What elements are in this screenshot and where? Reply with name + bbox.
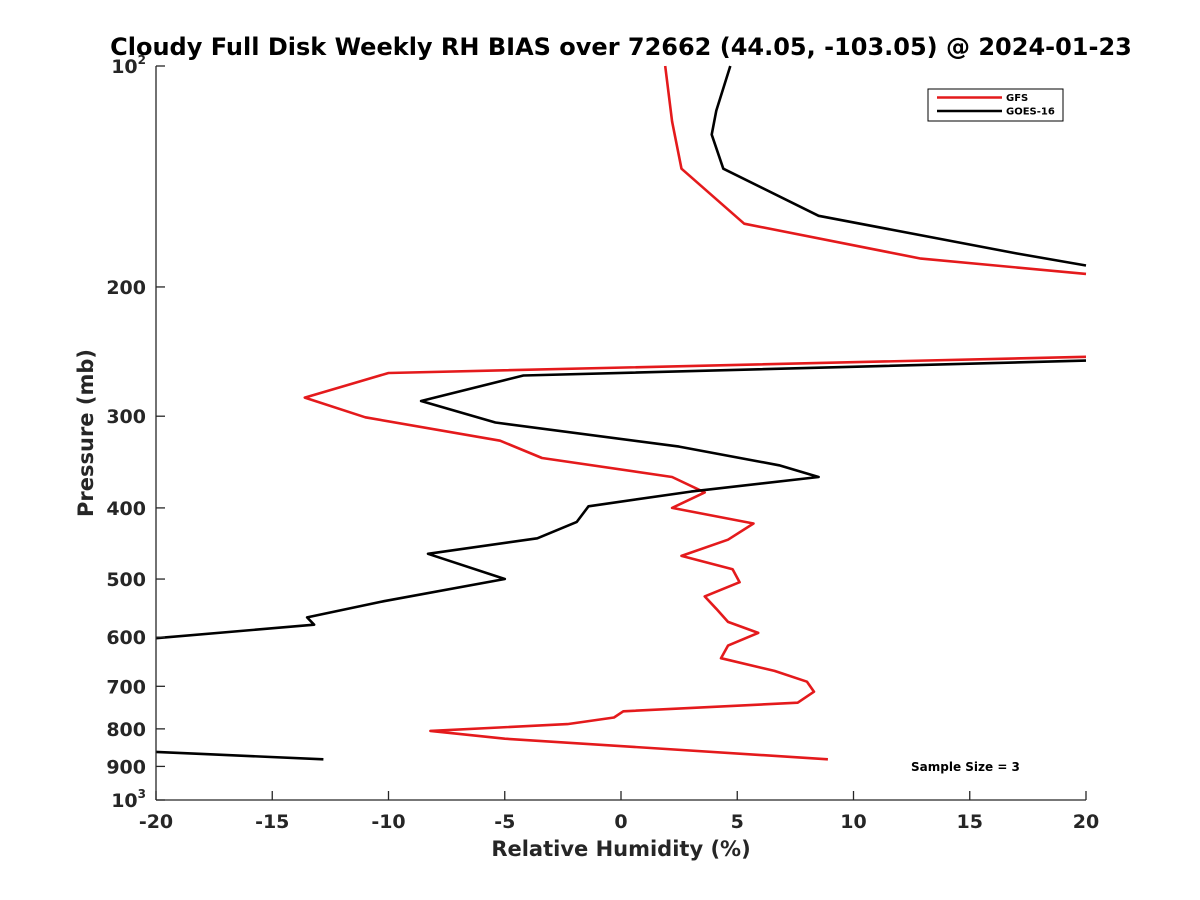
- y-tick-label: 800: [106, 719, 146, 741]
- x-tick-label: 5: [731, 811, 744, 833]
- x-tick-layer: -20 -15 -10 -5 0 5 10 15 20: [139, 791, 1099, 833]
- y-tick-label: 900: [106, 756, 146, 778]
- chart-title: Cloudy Full Disk Weekly RH BIAS over 726…: [110, 33, 1132, 61]
- legend-box: [927, 88, 1064, 122]
- legend-gfs-label: GFS: [1006, 93, 1028, 104]
- series-goes16-line-3: [155, 750, 324, 761]
- y-tick-label: 400: [106, 498, 146, 520]
- y-tick-label: 700: [106, 676, 146, 698]
- x-tick-label: -5: [494, 811, 515, 833]
- y-tick-exponent: 2: [138, 53, 146, 67]
- y-tick-base: 10: [111, 790, 137, 812]
- y-tick-label: 200: [106, 277, 146, 299]
- series-gfs-line-2: [303, 355, 1087, 761]
- legend-goes16-label: GOES-16: [1006, 107, 1055, 118]
- y-tick-label: 600: [106, 627, 146, 649]
- series-goes16-line-1: [710, 65, 1087, 267]
- x-tick-label: -15: [255, 811, 289, 833]
- x-tick-label: -10: [371, 811, 405, 833]
- series-layer: [155, 65, 1087, 761]
- y-tick-label: 300: [106, 406, 146, 428]
- x-tick-label: 15: [957, 811, 983, 833]
- y-tick-exponent: 3: [138, 787, 146, 801]
- series-gfs-line-1: [663, 65, 1087, 276]
- x-tick-label: 20: [1073, 811, 1099, 833]
- x-tick-label: 0: [614, 811, 627, 833]
- sample-size-note: Sample Size = 3: [911, 760, 1020, 774]
- x-tick-label: 10: [840, 811, 866, 833]
- y-tick-label: 103: [111, 787, 146, 812]
- y-axis-label: Pressure (mb): [74, 349, 98, 517]
- x-tick-label: -20: [139, 811, 173, 833]
- legend: GFS GOES-16: [927, 88, 1064, 122]
- y-tick-label: 500: [106, 569, 146, 591]
- series-goes16-line-2: [155, 359, 1087, 640]
- x-axis-label: Relative Humidity (%): [491, 837, 750, 861]
- plot-background: [156, 66, 1086, 800]
- y-tick-base: 10: [111, 56, 137, 78]
- y-tick-label: 102: [111, 53, 146, 78]
